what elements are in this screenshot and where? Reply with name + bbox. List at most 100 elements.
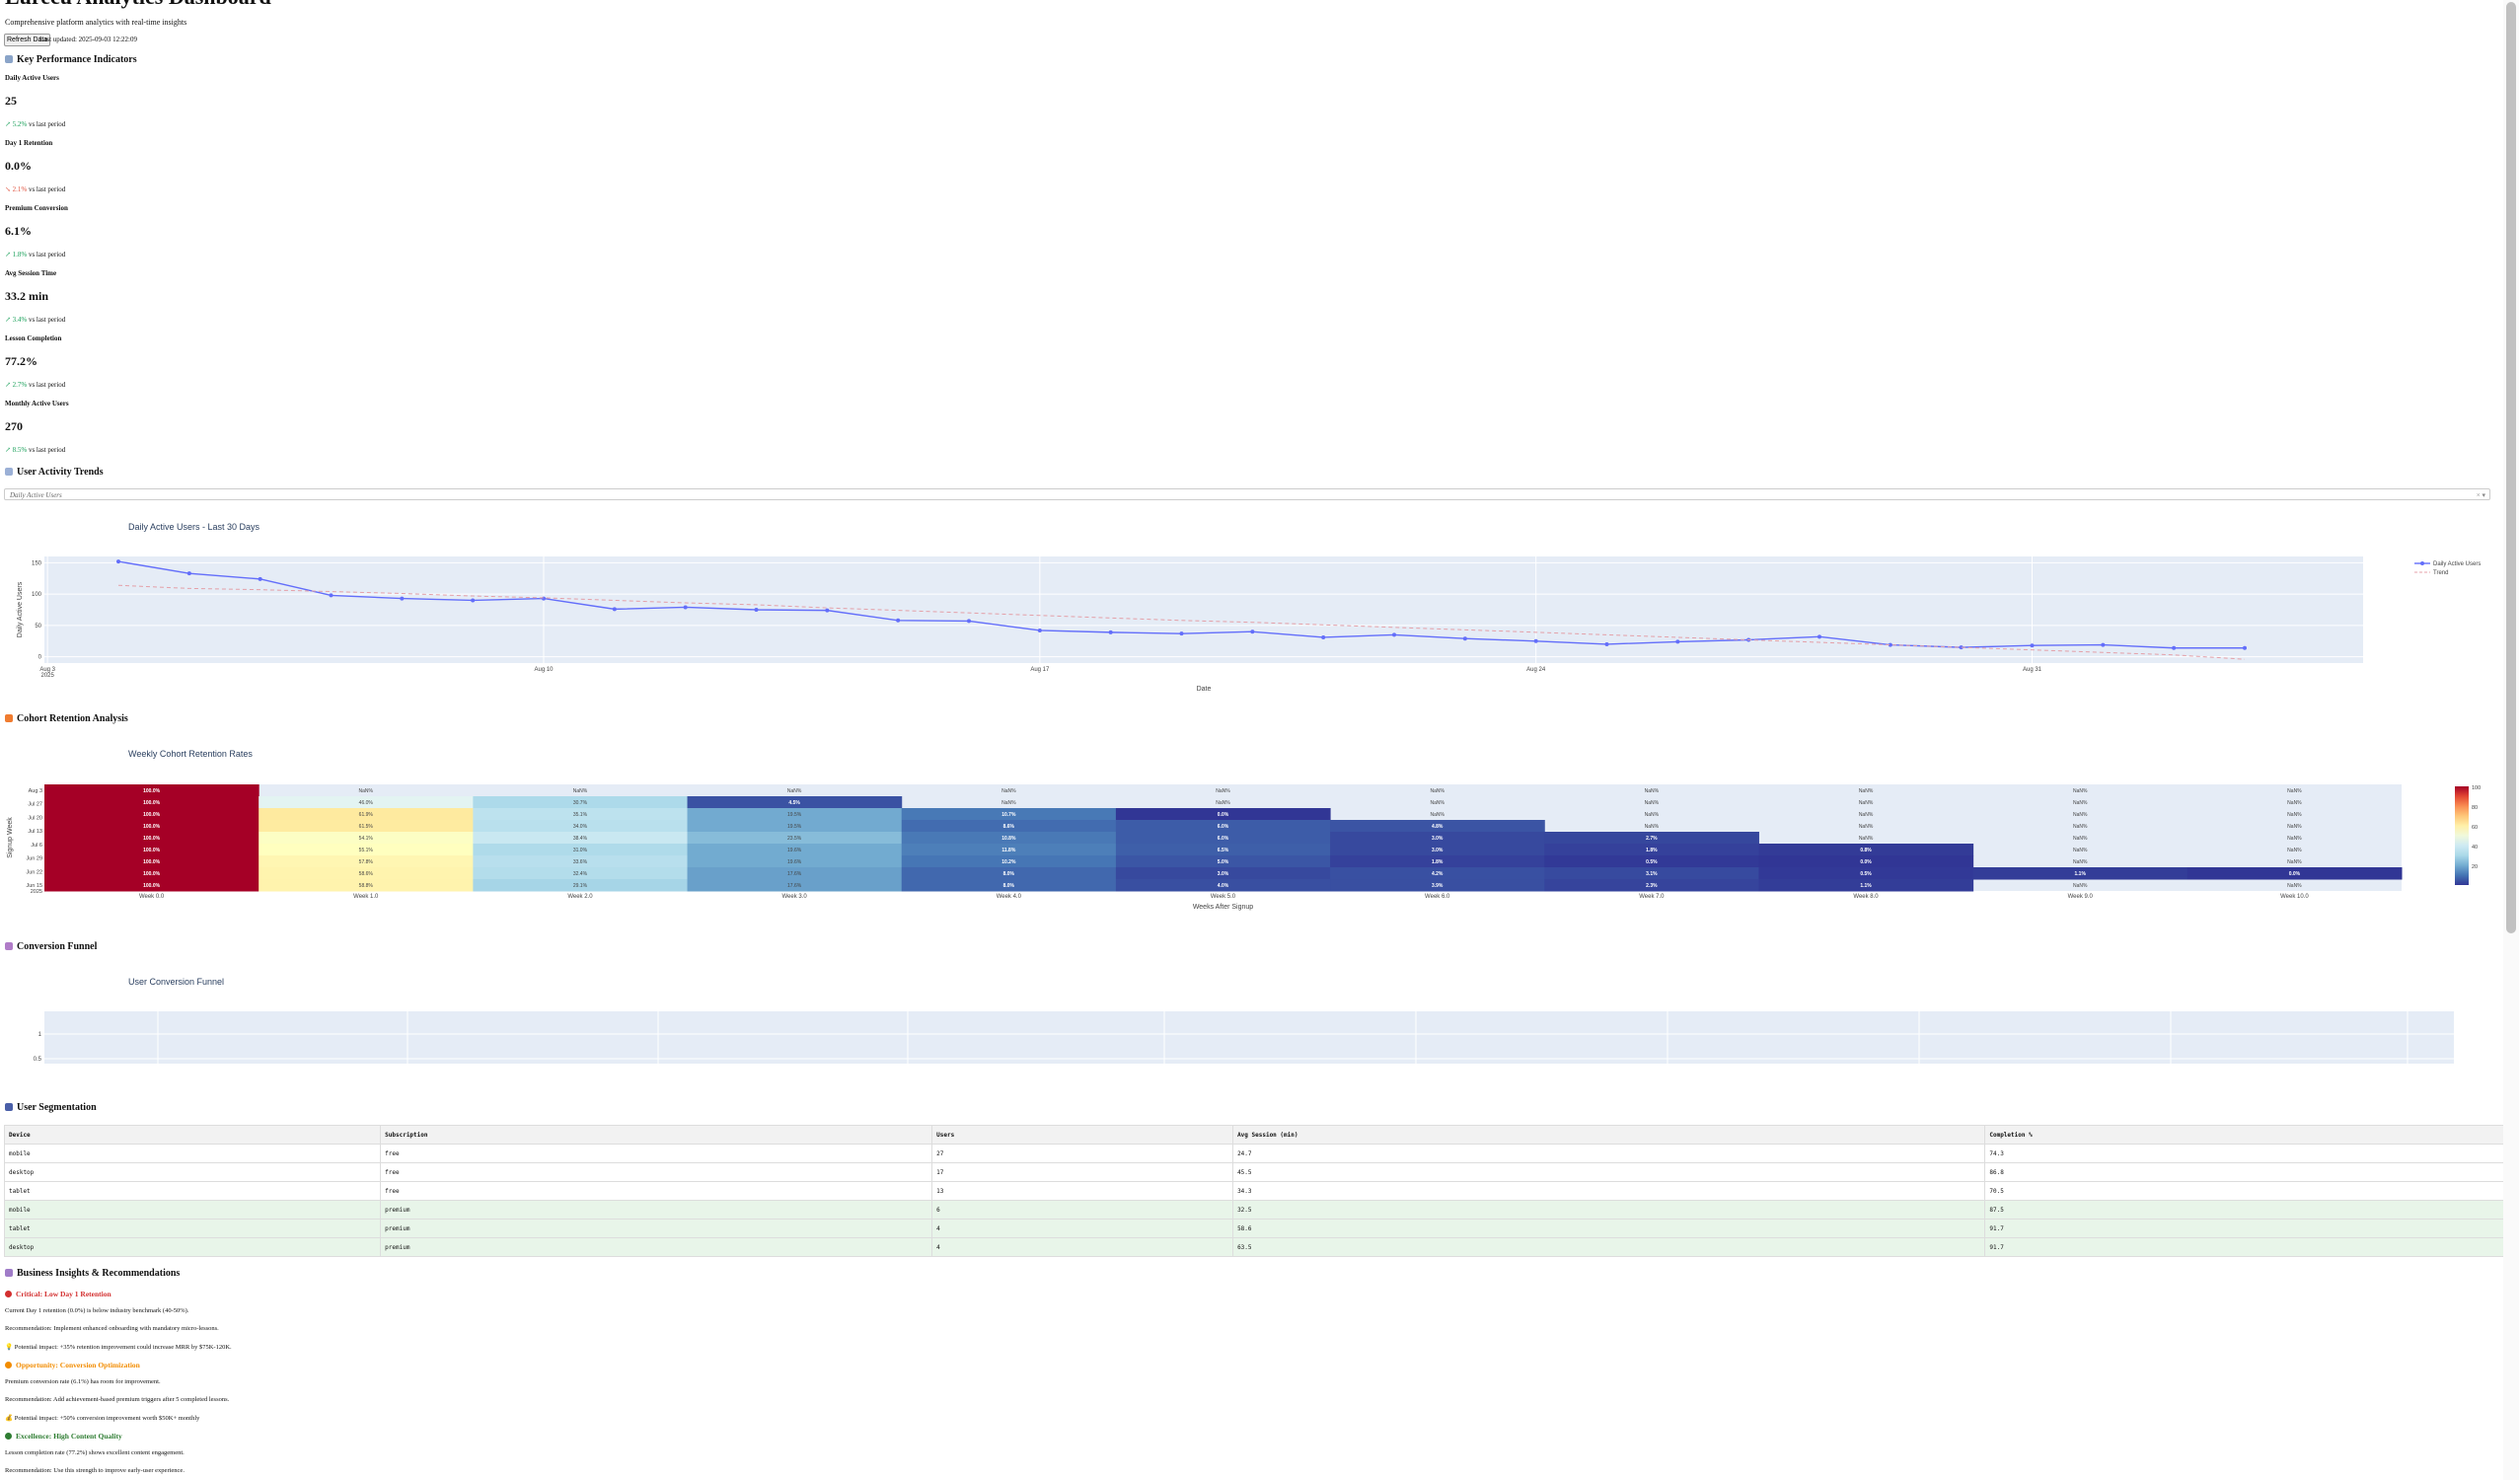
heatmap-cell[interactable] [901,879,1117,892]
heatmap-cell[interactable] [687,796,903,809]
heatmap-cell[interactable] [687,844,903,856]
data-point[interactable] [116,559,120,564]
heatmap-cell[interactable] [1115,879,1331,892]
data-point[interactable] [258,576,262,581]
heatmap-cell[interactable] [1330,855,1545,868]
heatmap-cell[interactable] [259,879,474,892]
refresh-data-button[interactable]: Refresh Data [4,34,51,46]
heatmap-cell[interactable] [44,784,259,797]
heatmap-cell[interactable] [1330,820,1545,833]
data-point[interactable] [1533,638,1538,643]
data-point[interactable] [2243,645,2247,650]
heatmap-cell[interactable] [687,855,903,868]
data-point[interactable] [2101,642,2106,647]
heatmap-cell[interactable] [901,832,1117,845]
legend-label[interactable]: Trend [2433,570,2448,576]
data-point[interactable] [825,608,830,613]
heatmap-cell[interactable] [901,820,1117,833]
data-point[interactable] [1604,641,1609,646]
heatmap-cell[interactable] [1544,867,1759,880]
cohort-heatmap[interactable]: 100.0% NaN% NaN% NaN% NaN% NaN% NaN% NaN% NaN% Na… [0,775,2520,918]
heatmap-cell[interactable] [1544,844,1759,856]
data-point[interactable] [1959,645,1964,650]
data-point[interactable] [1675,639,1680,644]
heatmap-cell[interactable] [901,855,1117,868]
heatmap-cell[interactable] [473,855,689,868]
metric-select-dropdown[interactable]: Daily Active Users × ▾ [4,488,2490,500]
heatmap-cell[interactable] [1115,808,1331,821]
data-point[interactable] [2030,643,2035,648]
legend-label[interactable]: Daily Active Users [2433,561,2481,567]
heatmap-cell[interactable] [1115,844,1331,856]
heatmap-cell[interactable] [1115,855,1331,868]
page-scrollbar-thumb[interactable] [2506,2,2516,933]
funnel-chart[interactable]: 10.5 [0,1006,2520,1066]
data-point[interactable] [1108,629,1113,634]
heatmap-cell[interactable] [687,832,903,845]
heatmap-cell[interactable] [259,808,474,821]
heatmap-cell[interactable] [1115,820,1331,833]
heatmap-cell[interactable] [1758,879,1974,892]
heatmap-cell[interactable] [1330,879,1545,892]
heatmap-cell[interactable] [259,855,474,868]
heatmap-cell[interactable] [1758,867,1974,880]
data-point[interactable] [1037,628,1042,632]
column-header[interactable]: Device [3,1125,382,1145]
heatmap-cell[interactable] [1115,867,1331,880]
heatmap-cell[interactable] [473,820,689,833]
data-point[interactable] [1462,636,1467,641]
heatmap-cell[interactable] [1115,832,1331,845]
heatmap-cell[interactable] [473,867,689,880]
data-point[interactable] [967,619,971,624]
heatmap-cell[interactable] [473,844,689,856]
data-point[interactable] [683,605,688,610]
heatmap-cell[interactable] [901,844,1117,856]
data-point[interactable] [400,596,405,601]
heatmap-cell[interactable] [44,855,259,868]
data-point[interactable] [2172,645,2177,650]
heatmap-cell[interactable] [687,879,903,892]
heatmap-cell[interactable] [259,820,474,833]
heatmap-cell[interactable] [473,796,689,809]
data-point[interactable] [1321,634,1326,639]
heatmap-cell[interactable] [1544,879,1759,892]
data-point[interactable] [612,607,617,612]
heatmap-cell[interactable] [473,879,689,892]
heatmap-cell[interactable] [473,808,689,821]
data-point[interactable] [329,593,334,598]
heatmap-cell[interactable] [259,844,474,856]
heatmap-cell[interactable] [1544,832,1759,845]
heatmap-cell[interactable] [687,820,903,833]
heatmap-cell[interactable] [2186,867,2403,880]
column-header[interactable]: Subscription [380,1125,933,1145]
heatmap-cell[interactable] [259,832,474,845]
heatmap-cell[interactable] [44,879,259,892]
heatmap-cell[interactable] [1330,867,1545,880]
column-header[interactable]: Users [931,1125,1234,1145]
heatmap-cell[interactable] [473,832,689,845]
heatmap-cell[interactable] [687,867,903,880]
heatmap-cell[interactable] [1330,832,1545,845]
heatmap-cell[interactable] [44,796,259,809]
data-point[interactable] [896,618,901,623]
heatmap-cell[interactable] [1972,867,2188,880]
heatmap-cell[interactable] [44,867,259,880]
heatmap-cell[interactable] [901,808,1117,821]
data-point[interactable] [1250,629,1255,634]
data-point[interactable] [1817,634,1821,639]
dropdown-controls[interactable]: × ▾ [2476,491,2485,499]
heatmap-cell[interactable] [259,867,474,880]
heatmap-cell[interactable] [44,832,259,845]
heatmap-cell[interactable] [901,867,1117,880]
heatmap-cell[interactable] [1758,844,1974,856]
data-point[interactable] [1179,631,1184,636]
data-point[interactable] [1392,632,1396,637]
heatmap-cell[interactable] [1330,844,1545,856]
heatmap-cell[interactable] [1544,855,1759,868]
heatmap-cell[interactable] [44,808,259,821]
heatmap-cell[interactable] [44,844,259,856]
heatmap-cell[interactable] [1758,855,1974,868]
heatmap-cell[interactable] [687,808,903,821]
column-header[interactable]: Completion % [1984,1125,2512,1145]
data-point[interactable] [471,598,476,603]
